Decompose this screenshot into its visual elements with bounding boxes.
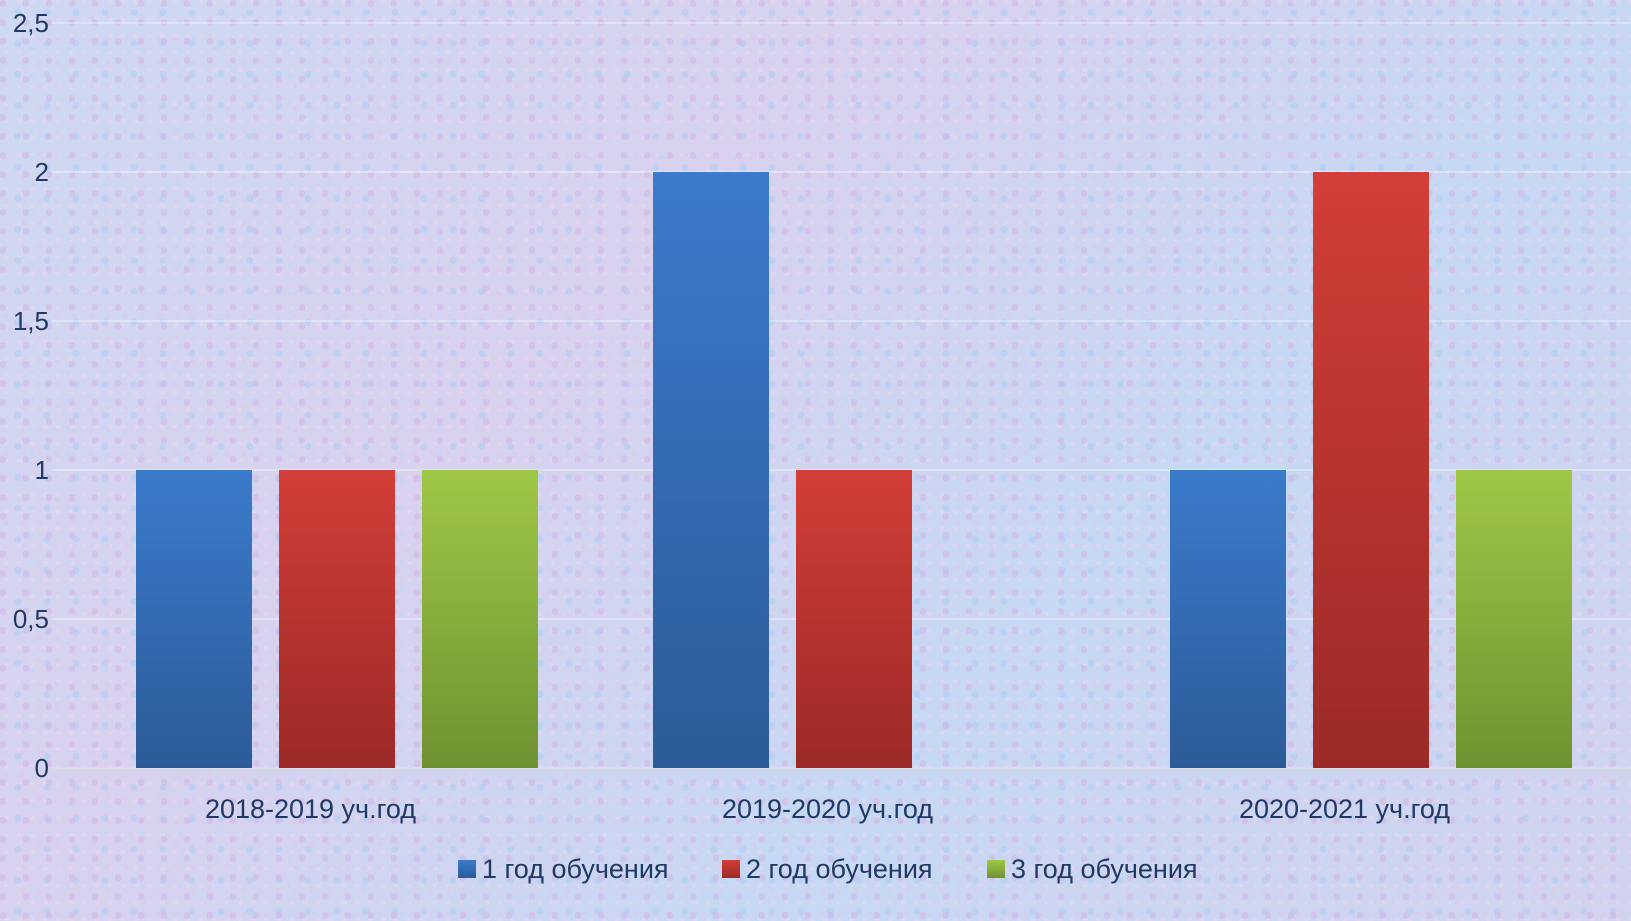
y-tick-label: 2,5 [13, 8, 49, 38]
y-tick-label: 0 [35, 753, 49, 783]
legend: 1 год обучения 2 год обучения 3 год обучен… [458, 854, 1198, 884]
legend-swatch [987, 860, 1005, 878]
y-tick-label: 1 [35, 455, 49, 485]
bar-1-2 [653, 172, 769, 768]
bar-2-1 [279, 470, 395, 768]
legend-label: 3 год обучения [1011, 854, 1198, 884]
y-tick-label: 2 [35, 157, 49, 187]
bar-3-1 [422, 470, 538, 768]
y-tick-label: 0,5 [13, 604, 49, 634]
bars [136, 172, 1572, 768]
x-category-label: 2020-2021 уч.год [1239, 794, 1450, 824]
bar-2-3 [1313, 172, 1429, 768]
bar-1-3 [1170, 470, 1286, 768]
x-category-label: 2019-2020 уч.год [722, 794, 933, 824]
legend-swatch [458, 860, 476, 878]
legend-swatch [722, 860, 740, 878]
y-tick-label: 1,5 [13, 306, 49, 336]
x-axis: 2018-2019 уч.год 2019-2020 уч.год 2020-202… [205, 794, 1450, 824]
bar-1-1 [136, 470, 252, 768]
bar-2-2 [796, 470, 912, 768]
legend-label: 1 год обучения [482, 854, 669, 884]
y-axis: 0 0,5 1 1,5 2 2,5 [13, 8, 49, 783]
x-category-label: 2018-2019 уч.год [205, 794, 416, 824]
bar-3-3 [1456, 470, 1572, 768]
legend-label: 2 год обучения [746, 854, 933, 884]
